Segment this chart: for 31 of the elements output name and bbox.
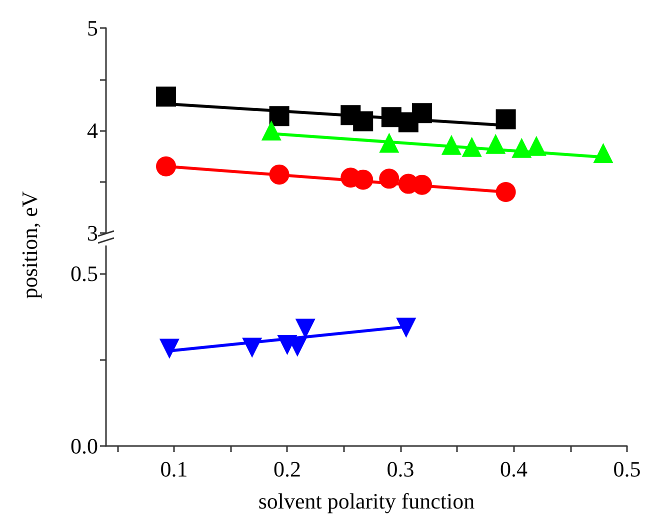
x-tick-label: 0.3 [386, 456, 414, 482]
y-tick-label: 0.5 [70, 261, 98, 286]
point [412, 103, 432, 124]
x-tick-label: 0.5 [613, 456, 641, 482]
point [379, 132, 400, 153]
y-tick-label: 0.0 [70, 434, 98, 458]
point [496, 182, 516, 202]
point [396, 318, 416, 338]
point [269, 106, 290, 126]
y-tick-label: 4 [87, 118, 98, 143]
point [156, 156, 176, 176]
point [159, 338, 180, 359]
point [593, 143, 614, 164]
point [462, 136, 482, 157]
point [242, 338, 262, 358]
y-tick-label: 5 [87, 16, 98, 40]
point [353, 111, 374, 132]
point [486, 134, 506, 154]
point [379, 168, 400, 189]
y-axis-title: position, eV [17, 191, 43, 299]
x-axis-title: solvent polarity function [258, 488, 475, 514]
y-tick-label: 3 [87, 220, 98, 246]
x-tick-label: 0.2 [273, 456, 301, 482]
point [269, 164, 290, 185]
point [496, 109, 516, 130]
x-tick-label: 0.1 [160, 456, 188, 482]
point [261, 120, 282, 140]
point [512, 138, 532, 158]
point [156, 86, 176, 107]
x-tick-label: 0.4 [500, 456, 528, 482]
point [441, 134, 462, 155]
